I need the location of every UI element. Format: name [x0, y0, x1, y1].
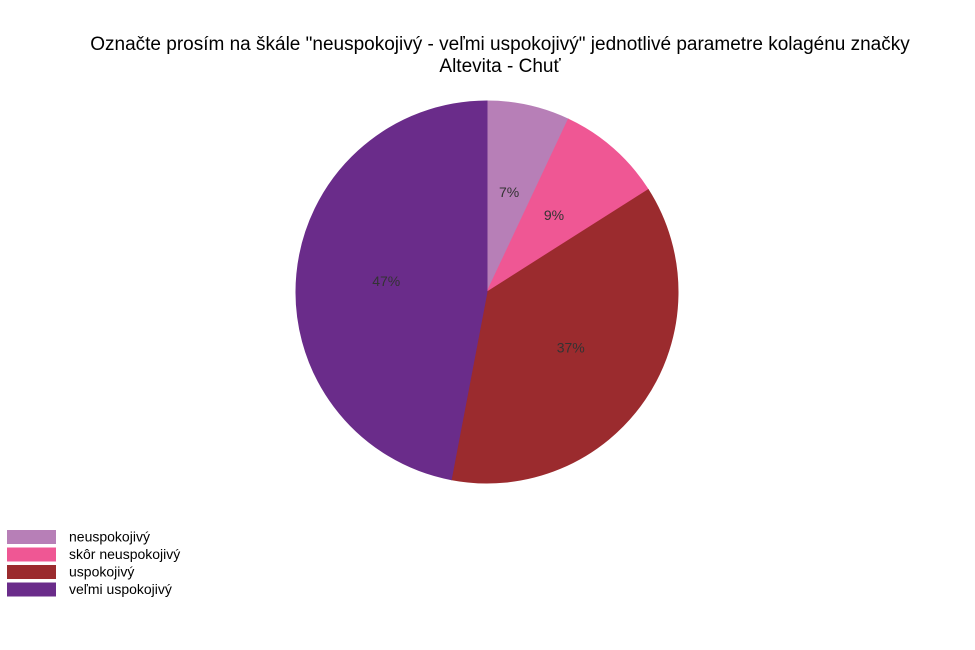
pie-slice [295, 100, 488, 481]
legend-swatch [7, 582, 56, 597]
legend-swatch [7, 547, 56, 562]
legend-label: uspokojivý [69, 564, 134, 580]
legend-swatch [7, 530, 56, 544]
chart-title: Označte prosím na škále "neuspokojivý - … [90, 34, 910, 55]
legend-label: neuspokojivý [69, 529, 150, 545]
data-label: 7% [499, 184, 519, 200]
legend-label: veľmi uspokojivý [69, 581, 172, 597]
data-label: 37% [557, 340, 585, 356]
chart-title: Altevita - Chuť [439, 56, 561, 77]
pie-slice [450, 188, 679, 484]
data-label: 47% [372, 273, 400, 289]
data-label: 9% [544, 207, 564, 223]
pie-slice [485, 118, 649, 294]
legend-swatch [7, 565, 56, 579]
legend-label: skôr neuspokojivý [69, 546, 180, 562]
